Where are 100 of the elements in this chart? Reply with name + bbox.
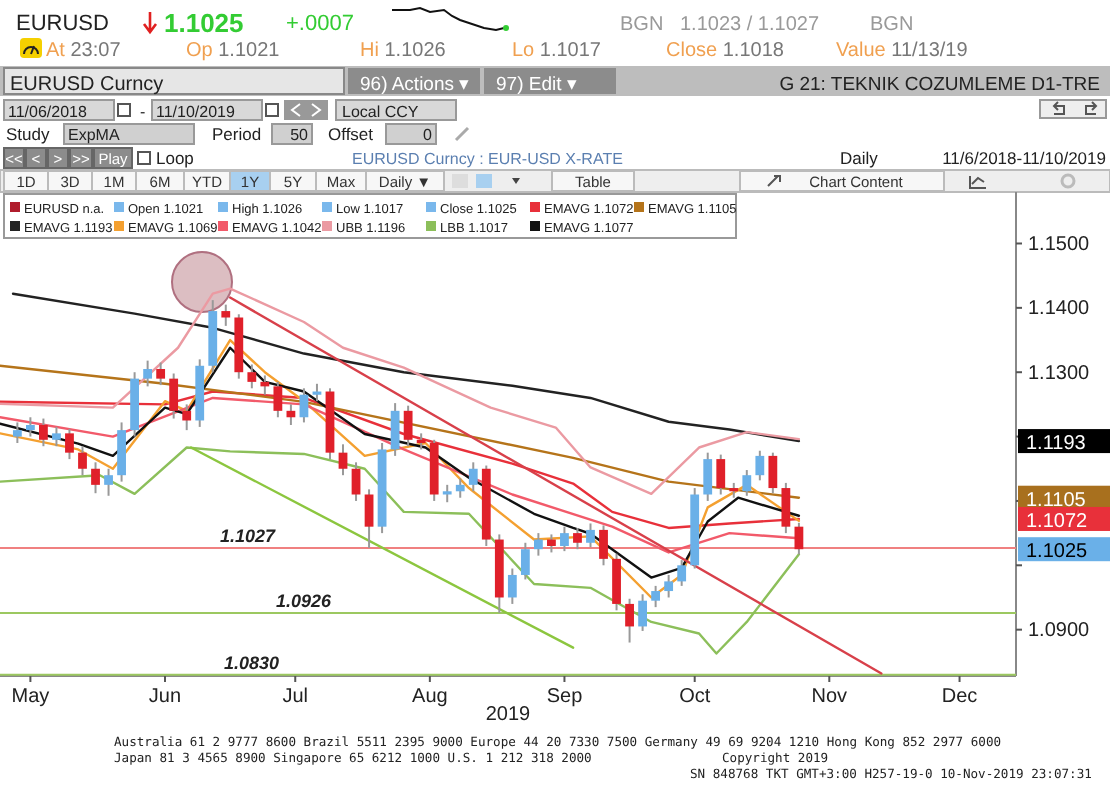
x-tick-label: Jul: [282, 686, 309, 709]
candlestick: [742, 469, 752, 497]
candlestick: [768, 451, 778, 495]
candlestick: [455, 477, 465, 499]
candlestick: [143, 359, 153, 388]
text: Op 1.1021: [186, 40, 281, 62]
candlestick: [12, 421, 22, 445]
text: ExpMA: [68, 126, 121, 144]
candlestick: [612, 552, 621, 612]
candlestick: [169, 372, 179, 420]
candlestick: [599, 524, 608, 567]
text: -: [140, 103, 146, 121]
text: BGN: [620, 14, 664, 36]
text: 1.1025: [1026, 541, 1089, 564]
text: 50: [290, 126, 310, 144]
text: Close 1.1018: [666, 40, 785, 62]
candlestick: [547, 533, 556, 554]
x-tick-label: Dec: [941, 686, 978, 709]
candlestick: [403, 404, 413, 448]
y-tick-label: 1.1400: [1028, 298, 1091, 321]
candlestick: [364, 488, 374, 549]
candlestick: [520, 541, 530, 581]
candlestick: [533, 532, 543, 557]
text: EURUSD Curncy : EUR-USD X-RATE: [352, 150, 623, 168]
text: 96) Actions ▾: [360, 74, 470, 96]
text: Local CCY: [342, 103, 420, 121]
text: Daily: [840, 148, 880, 168]
candlestick: [39, 417, 48, 448]
line-series: [0, 390, 801, 530]
candlestick: [91, 461, 100, 495]
x-tick-label: Aug: [412, 686, 448, 709]
text: BGN: [870, 14, 914, 36]
x-tick-label: Jun: [148, 686, 182, 709]
candlestick: [716, 453, 726, 496]
text: EURUSD: [16, 12, 110, 36]
candlestick: [651, 584, 661, 609]
text: Value 11/13/19: [836, 40, 969, 62]
candlestick: [664, 573, 674, 599]
candlestick: [338, 443, 348, 477]
candlestick: [52, 425, 61, 448]
candlestick: [351, 461, 361, 502]
text: At 23:07: [46, 40, 122, 62]
text: Loop: [156, 148, 195, 168]
text: Study: [6, 124, 51, 144]
candlestick: [638, 593, 647, 632]
candlestick: [573, 526, 582, 551]
x-tick-label: Oct: [679, 686, 711, 709]
text: Period: [212, 124, 262, 144]
line-series: [0, 287, 801, 496]
ref-line-label: 1.1027: [220, 525, 278, 546]
y-tick-label: 1.1300: [1028, 362, 1091, 385]
text: Lo 1.1017: [512, 40, 602, 62]
line-series: [0, 446, 801, 655]
y-tick-label: 1.0900: [1028, 620, 1091, 643]
candlestick: [781, 481, 791, 535]
candlestick: [260, 374, 270, 396]
text: Offset: [328, 124, 375, 144]
candlestick: [182, 403, 192, 432]
text: EURUSD Curncy: [10, 74, 164, 96]
y-tick-label: 1.1500: [1028, 233, 1091, 256]
candlestick: [65, 427, 74, 461]
text: 1.1025: [164, 8, 244, 38]
candlestick: [586, 522, 595, 549]
candlestick: [390, 402, 400, 457]
candlestick: [507, 567, 517, 605]
text: 1.1072: [1026, 510, 1089, 533]
text: +.0007: [286, 12, 354, 36]
text: 0: [423, 126, 434, 144]
text: Hi 1.1026: [360, 40, 447, 62]
line-series: [0, 364, 801, 499]
candlestick: [25, 416, 35, 438]
text: 11/10/2019: [156, 103, 236, 121]
candlestick: [221, 303, 231, 327]
candlestick: [78, 445, 87, 477]
candlestick: [703, 451, 713, 502]
candlestick: [273, 380, 283, 419]
candlestick: [755, 449, 765, 482]
candlestick: [104, 467, 113, 497]
candlestick: [560, 525, 569, 553]
candlestick: [468, 461, 478, 493]
ref-line-label: 1.0926: [276, 590, 334, 611]
text: 1.1193: [1026, 433, 1087, 456]
candlestick: [117, 421, 126, 483]
x-tick-label: May: [11, 686, 50, 709]
candlestick: [625, 597, 634, 644]
ref-line-label: 1.0830: [224, 652, 280, 673]
text: 11/6/2018-11/10/2019: [942, 148, 1107, 168]
candlestick: [156, 361, 166, 387]
line-series: [11, 292, 801, 443]
text: 97) Edit ▾: [496, 74, 577, 96]
x-tick-label: Nov: [811, 686, 848, 709]
text: 1.1105: [1026, 489, 1087, 512]
x-tick-label: Sep: [546, 686, 584, 709]
text: 2019: [485, 704, 532, 726]
candlestick: [247, 363, 257, 390]
text: G 21: TEKNIK COZUMLEME D1-TRE: [779, 74, 1100, 96]
line-series: [0, 396, 801, 554]
text: 11/06/2018: [8, 103, 88, 121]
candlestick: [677, 559, 687, 587]
text: 1.1023 / 1.1027: [680, 14, 820, 36]
